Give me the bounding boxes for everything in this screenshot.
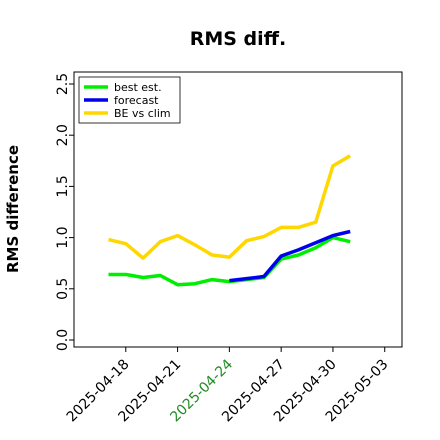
y-tick-label: 1.0 (55, 226, 71, 248)
y-tick-label: 1.5 (55, 175, 71, 197)
plot-frame (73, 71, 403, 348)
legend-label: forecast (114, 94, 159, 107)
y-tick-label: 2.5 (55, 73, 71, 95)
y-axis-label: RMS difference (4, 145, 22, 273)
y-tick-label: 0.5 (55, 278, 71, 300)
series-line-2 (229, 229, 351, 283)
series-line-3 (108, 154, 352, 260)
chart-title: RMS diff. (190, 28, 287, 50)
y-axis-ticks: 0.0 0.5 1.0 1.5 2.0 2.5 (55, 73, 74, 351)
y-tick-label: 0.0 (55, 329, 71, 351)
series-line-1 (108, 235, 351, 287)
series-layer (108, 154, 352, 287)
legend-label: best est. (114, 81, 162, 94)
y-tick-label: 2.0 (55, 124, 71, 146)
legend-label: BE vs clim (114, 107, 171, 120)
x-axis-ticks: 2025-04-182025-04-212025-04-242025-04-27… (64, 347, 392, 425)
